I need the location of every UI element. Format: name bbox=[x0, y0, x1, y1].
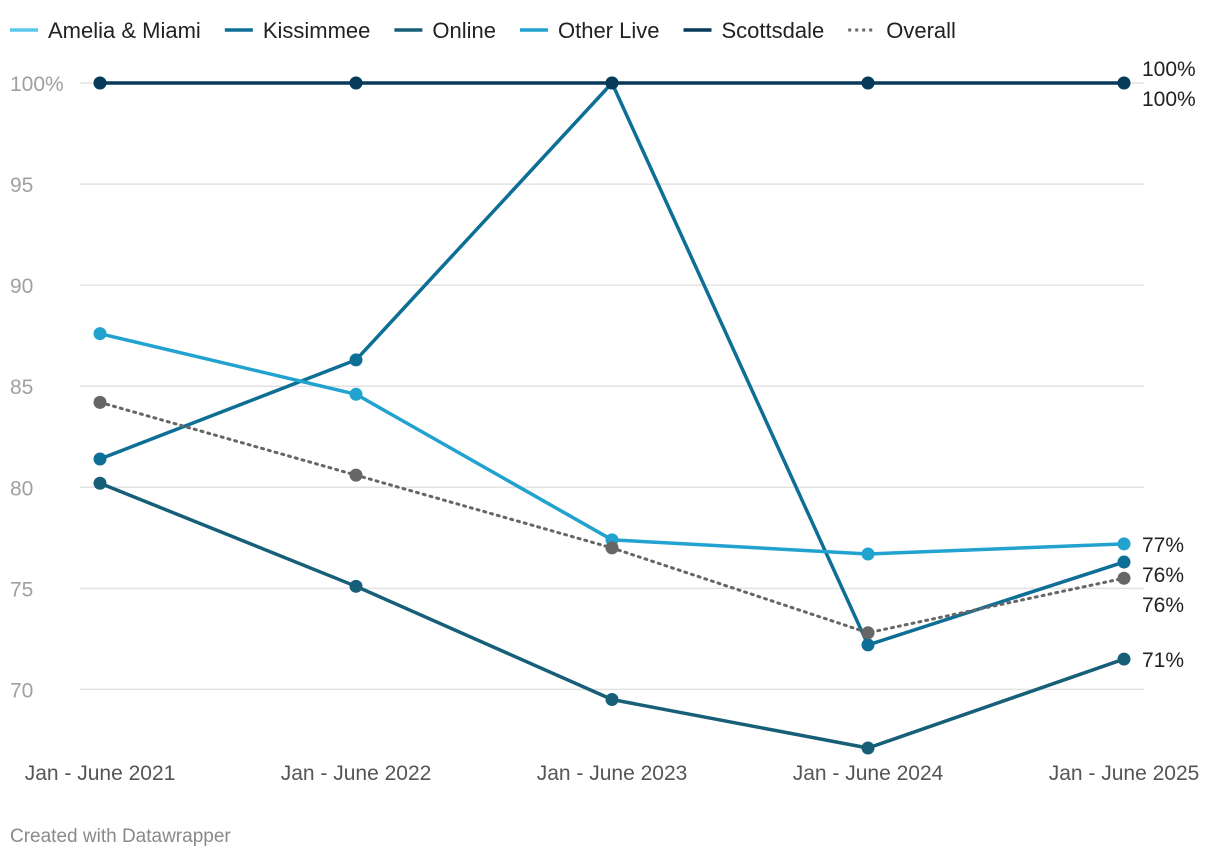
series-other-live bbox=[93, 327, 1131, 561]
legend-label-scottsdale: Scottsdale bbox=[721, 18, 824, 43]
data-point-overall bbox=[605, 541, 619, 555]
legend-label-kissimmee: Kissimmee bbox=[263, 18, 371, 43]
data-point-kissimmee bbox=[93, 452, 107, 466]
data-point-online bbox=[349, 579, 363, 593]
series-line-other-live bbox=[98, 331, 1126, 556]
series-line-kissimmee bbox=[98, 81, 1126, 647]
data-point-other-live bbox=[349, 387, 363, 401]
chart-credit: Created with Datawrapper bbox=[10, 826, 231, 847]
end-label-other-live: 77% bbox=[1142, 534, 1184, 557]
data-point-overall bbox=[1117, 571, 1131, 585]
series-scottsdale bbox=[93, 76, 1131, 90]
series-online bbox=[93, 476, 1131, 755]
end-label-kissimmee: 76% bbox=[1142, 564, 1184, 587]
data-point-scottsdale bbox=[93, 76, 107, 90]
x-tick-label: Jan - June 2024 bbox=[793, 762, 944, 785]
y-axis: 100% 95 90 85 80 75 70 bbox=[10, 73, 64, 702]
end-label-online: 71% bbox=[1142, 649, 1184, 672]
gridlines bbox=[80, 82, 1144, 691]
end-label-amelia-and-miami: 100% bbox=[1142, 58, 1196, 81]
y-tick-70: 70 bbox=[10, 679, 33, 702]
y-tick-75: 75 bbox=[10, 578, 33, 601]
data-point-kissimmee bbox=[349, 353, 363, 367]
data-point-scottsdale bbox=[605, 76, 619, 90]
data-point-other-live bbox=[93, 327, 107, 341]
y-tick-80: 80 bbox=[10, 477, 33, 500]
legend-label-other-live: Other Live bbox=[558, 18, 660, 43]
x-tick-label: Jan - June 2022 bbox=[281, 762, 432, 785]
y-tick-95: 95 bbox=[10, 174, 33, 197]
y-tick-100: 100% bbox=[10, 73, 64, 96]
legend-label-online: Online bbox=[432, 18, 496, 43]
series-group bbox=[93, 76, 1131, 755]
data-point-overall bbox=[349, 468, 363, 482]
series-line-online bbox=[98, 481, 1126, 750]
series-line-overall bbox=[98, 400, 1126, 635]
data-point-online bbox=[1117, 652, 1131, 666]
legend-label-overall: Overall bbox=[886, 18, 956, 43]
x-tick-label: Jan - June 2021 bbox=[25, 762, 176, 785]
data-point-overall bbox=[861, 626, 875, 640]
data-point-online bbox=[605, 693, 619, 707]
x-tick-label: Jan - June 2025 bbox=[1049, 762, 1200, 785]
x-axis: Jan - June 2021 Jan - June 2022 Jan - June… bbox=[25, 762, 1200, 785]
series-overall bbox=[93, 395, 1131, 640]
end-label-overall: 76% bbox=[1142, 594, 1184, 617]
series-kissimmee bbox=[93, 76, 1131, 652]
data-point-kissimmee bbox=[1117, 555, 1131, 569]
data-point-online bbox=[93, 476, 107, 490]
chart-legend: Amelia & Miami Kissimmee Online Other Live S… bbox=[10, 18, 956, 43]
end-label-scottsdale: 100% bbox=[1142, 88, 1196, 111]
data-point-other-live bbox=[861, 547, 875, 561]
data-point-kissimmee bbox=[861, 638, 875, 652]
data-point-other-live bbox=[1117, 537, 1131, 551]
data-point-scottsdale bbox=[861, 76, 875, 90]
y-tick-85: 85 bbox=[10, 376, 33, 399]
data-point-scottsdale bbox=[349, 76, 363, 90]
data-point-online bbox=[861, 741, 875, 755]
y-tick-90: 90 bbox=[10, 275, 33, 298]
legend-label-amelia-and-miami: Amelia & Miami bbox=[48, 18, 201, 43]
data-point-overall bbox=[93, 395, 107, 409]
x-tick-label: Jan - June 2023 bbox=[537, 762, 688, 785]
end-labels: 100% 100% 77% 76% 76% 71% bbox=[1142, 58, 1196, 672]
data-point-scottsdale bbox=[1117, 76, 1131, 90]
